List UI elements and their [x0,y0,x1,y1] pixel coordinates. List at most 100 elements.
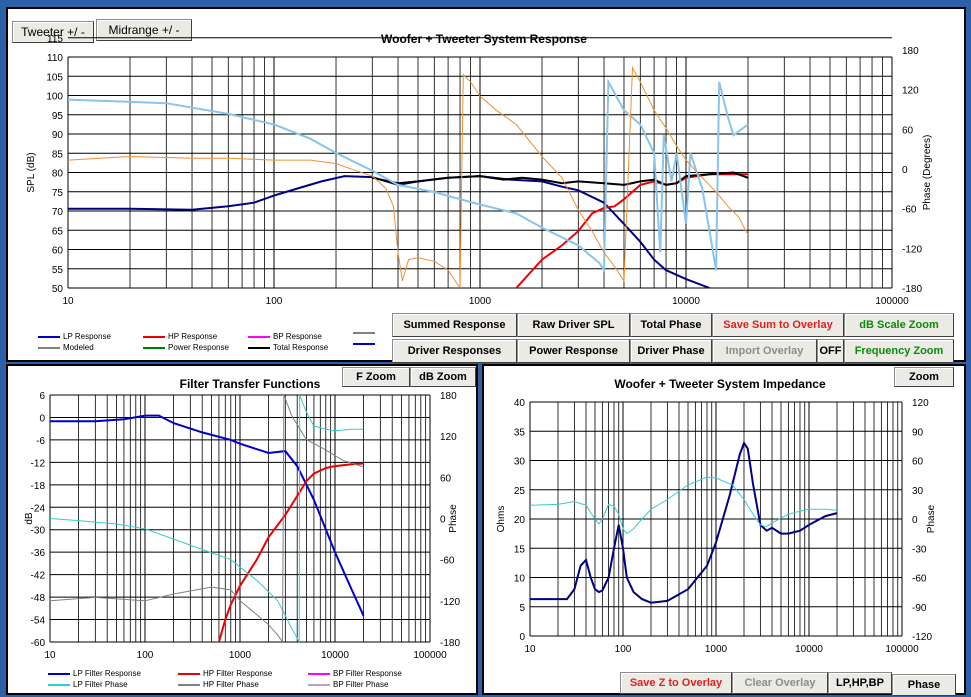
legend-label: HP Response [168,332,218,341]
x-tick-label: 100000 [885,644,919,655]
y-tick-label: 55 [52,265,64,276]
y-tick-label: 6 [39,391,45,402]
legend-swatch [143,346,165,349]
x-tick-label: 1000 [229,650,252,661]
series-line-1 [530,476,838,535]
midrange-tab[interactable]: Midrange +/ - [96,19,192,41]
series-line-3 [68,78,749,274]
phase-tick-label: 0 [902,165,908,176]
legend-item: Power Response [143,343,229,352]
legend-swatch [143,335,165,338]
y-tick-label: -54 [31,616,46,627]
import-overlay-button[interactable]: Import Overlay [712,339,817,363]
legend-swatch [248,346,270,349]
y-tick-label: 20 [514,515,526,526]
x-tick-label: 100 [266,296,283,307]
y-tick-label: 70 [52,207,64,218]
y-tick-label: 75 [52,188,64,199]
phase-axis-label: Phase [926,504,937,533]
y-tick-label: 85 [52,149,64,160]
tweeter-tab[interactable]: Tweeter +/ - [12,21,94,43]
phase-tick-label: -60 [440,556,455,567]
y-axis-label: SPL (dB) [26,152,37,192]
phase-tick-label: 60 [440,473,452,484]
x-tick-label: 100 [137,650,154,661]
legend-item: LP Response [38,332,111,341]
db-zoom-button[interactable]: dB Zoom [410,367,476,387]
db-scale-zoom-button[interactable]: dB Scale Zoom [844,313,954,337]
phase-tick-label: 30 [912,486,924,497]
legend-item: LP Filter Phase [48,680,128,689]
y-tick-label: 50 [52,284,64,295]
phase-tick-label: -30 [912,544,927,555]
y-tick-label: -6 [36,436,45,447]
phase-axis-label: Phase (Degrees) [922,135,933,211]
y-tick-label: -24 [31,503,46,514]
phase-tick-label: -120 [902,244,922,255]
save-sum-overlay-button[interactable]: Save Sum to Overlay [712,313,844,337]
y-tick-label: 35 [514,427,526,438]
legend-swatch [353,343,375,345]
legend-swatch [308,672,330,675]
x-tick-label: 10 [62,296,74,307]
y-tick-label: 65 [52,226,64,237]
legend-swatch [38,346,60,349]
clear-overlay-button[interactable]: Clear Overlay [732,672,828,694]
phase-tick-label: 120 [440,432,457,443]
series-line-2 [50,395,364,642]
legend-label: LP Filter Response [73,669,141,678]
legend-item: Modeled [38,343,94,352]
f-zoom-button[interactable]: F Zoom [342,367,410,387]
y-tick-label: -36 [31,548,46,559]
x-tick-label: 100000 [413,650,447,661]
legend-item: HP Response [143,332,217,341]
y-tick-label: 110 [47,53,63,64]
y-tick-label: 0 [39,413,45,424]
phase-tick-label: 90 [912,427,924,438]
legend-label: Power Response [168,343,229,352]
phase-tick-label: 0 [440,515,446,526]
phase-button[interactable]: Phase [892,674,956,696]
phase-tick-label: 120 [902,86,919,97]
y-tick-label: 40 [514,398,526,409]
impedance-panel: 40 35 30 25 20 15 10 5 0 120 90 60 30 0 -30 -60 -90 -120 1… [482,364,966,696]
summed-response-button[interactable]: Summed Response [392,313,517,337]
legend-swatch [353,332,375,334]
power-response-button[interactable]: Power Response [517,339,630,363]
legend-label: LP Filter Phase [73,680,128,689]
series-line-0 [68,175,710,288]
y-tick-label: -30 [31,526,46,537]
y-tick-label: -48 [31,593,46,604]
series-group [530,440,838,604]
legend-label: BP Filter Phase [333,680,389,689]
legend-label: LP Response [63,332,111,341]
phase-tick-label: -180 [440,638,460,649]
impedance-zoom-button[interactable]: Zoom [894,367,954,387]
driver-responses-button[interactable]: Driver Responses [392,339,517,363]
driver-phase-button[interactable]: Driver Phase [630,339,712,363]
raw-driver-spl-button[interactable]: Raw Driver SPL [517,313,630,337]
legend-label: Total Response [273,343,329,352]
chart-title: Woofer + Tweeter System Impedance [614,377,826,391]
series-line-3 [50,395,364,642]
total-phase-button[interactable]: Total Phase [630,313,712,337]
save-z-overlay-button[interactable]: Save Z to Overlay [620,672,732,694]
x-tick-label: 1000 [469,296,492,307]
y-axis-label: Ohms [496,506,507,533]
overlay-off-button[interactable]: OFF [817,339,844,363]
y-tick-label: 5 [519,603,525,614]
y-tick-label: 80 [52,169,64,180]
x-tick-label: 10000 [672,296,700,307]
legend-swatch [248,335,270,338]
legend-swatch [178,672,200,675]
y-tick-label: 25 [514,486,526,497]
lp-hp-bp-button[interactable]: LP,HP,BP [828,672,892,694]
legend-swatch [48,672,70,675]
y-tick-label: 95 [52,111,64,122]
phase-tick-label: 60 [912,457,924,468]
series-group [68,65,749,288]
legend-label: Modeled [63,343,94,352]
filter-transfer-chart: 60-6-12-18-24-30-36-42-48-54-60180120600… [24,377,460,661]
phase-tick-label: 180 [902,46,919,57]
frequency-zoom-button[interactable]: Frequency Zoom [844,339,954,363]
